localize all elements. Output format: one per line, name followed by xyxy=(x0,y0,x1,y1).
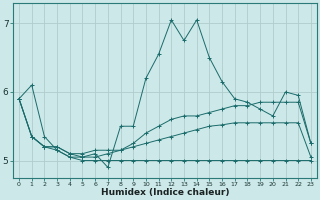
X-axis label: Humidex (Indice chaleur): Humidex (Indice chaleur) xyxy=(101,188,229,197)
